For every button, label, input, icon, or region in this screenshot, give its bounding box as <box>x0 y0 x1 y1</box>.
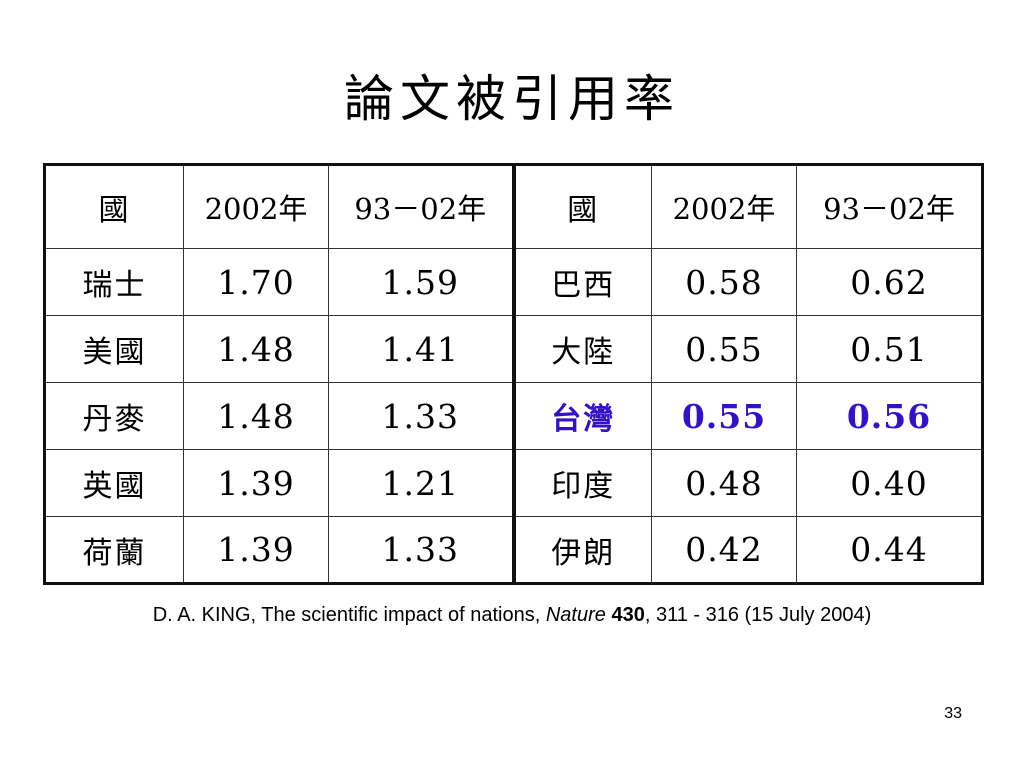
country-cell: 美國 <box>44 315 184 383</box>
citation-pages-date: , 311 - 316 (15 July 2004) <box>644 604 872 626</box>
value-2002-cell: 1.39 <box>183 449 329 517</box>
value-2002-cell: 1.39 <box>183 516 329 584</box>
value-93-02-cell: 1.21 <box>328 449 514 517</box>
value-93-02-cell: 0.40 <box>796 449 983 517</box>
table-row: 英國 1.39 1.21 印度 0.48 0.40 <box>44 449 983 517</box>
country-cell: 大陸 <box>511 315 652 383</box>
header-2002: 2002年 <box>183 164 329 249</box>
page-number: 33 <box>944 705 962 722</box>
value-2002-cell: 0.42 <box>651 516 797 584</box>
value-93-02-cell: 1.33 <box>328 382 514 450</box>
country-cell: 台灣 <box>511 382 652 450</box>
value-2002-cell: 0.48 <box>651 449 797 517</box>
country-cell: 英國 <box>44 449 184 517</box>
table-row: 荷蘭 1.39 1.33 伊朗 0.42 0.44 <box>44 516 983 584</box>
table-row: 美國 1.48 1.41 大陸 0.55 0.51 <box>44 315 983 383</box>
value-93-02-cell: 1.59 <box>328 248 514 316</box>
value-93-02-cell: 0.62 <box>796 248 983 316</box>
header-country: 國 <box>44 164 184 249</box>
header-2002: 2002年 <box>651 164 797 249</box>
country-cell: 巴西 <box>511 248 652 316</box>
value-2002-cell: 1.48 <box>183 315 329 383</box>
value-93-02-cell: 0.51 <box>796 315 983 383</box>
citation: D. A. KING, The scientific impact of nat… <box>0 602 1024 628</box>
citation-authors-title: D. A. KING, The scientific impact of nat… <box>152 604 546 626</box>
value-2002-cell: 1.48 <box>183 382 329 450</box>
table-row: 丹麥 1.48 1.33 台灣 0.55 0.56 <box>44 382 983 450</box>
header-country: 國 <box>511 164 652 249</box>
country-cell: 荷蘭 <box>44 516 184 584</box>
value-2002-cell: 1.70 <box>183 248 329 316</box>
value-93-02-cell: 1.33 <box>328 516 514 584</box>
country-cell: 丹麥 <box>44 382 184 450</box>
value-2002-cell: 0.58 <box>651 248 797 316</box>
value-2002-cell: 0.55 <box>651 382 797 450</box>
value-2002-cell: 0.55 <box>651 315 797 383</box>
value-93-02-cell: 1.41 <box>328 315 514 383</box>
value-93-02-cell: 0.56 <box>796 382 983 450</box>
citation-volume: 430 <box>611 604 645 626</box>
citation-rate-table: 國 2002年 93－02年 國 2002年 93－02年 瑞士 1.70 1.… <box>43 163 984 585</box>
header-93-02: 93－02年 <box>328 164 514 249</box>
table-row: 瑞士 1.70 1.59 巴西 0.58 0.62 <box>44 248 983 316</box>
citation-journal: Nature <box>545 604 606 626</box>
country-cell: 瑞士 <box>44 248 184 316</box>
value-93-02-cell: 0.44 <box>796 516 983 584</box>
country-cell: 伊朗 <box>511 516 652 584</box>
header-93-02: 93－02年 <box>796 164 983 249</box>
slide-title: 論文被引用率 <box>344 70 680 128</box>
table-header-row: 國 2002年 93－02年 國 2002年 93－02年 <box>44 164 983 249</box>
country-cell: 印度 <box>511 449 652 517</box>
